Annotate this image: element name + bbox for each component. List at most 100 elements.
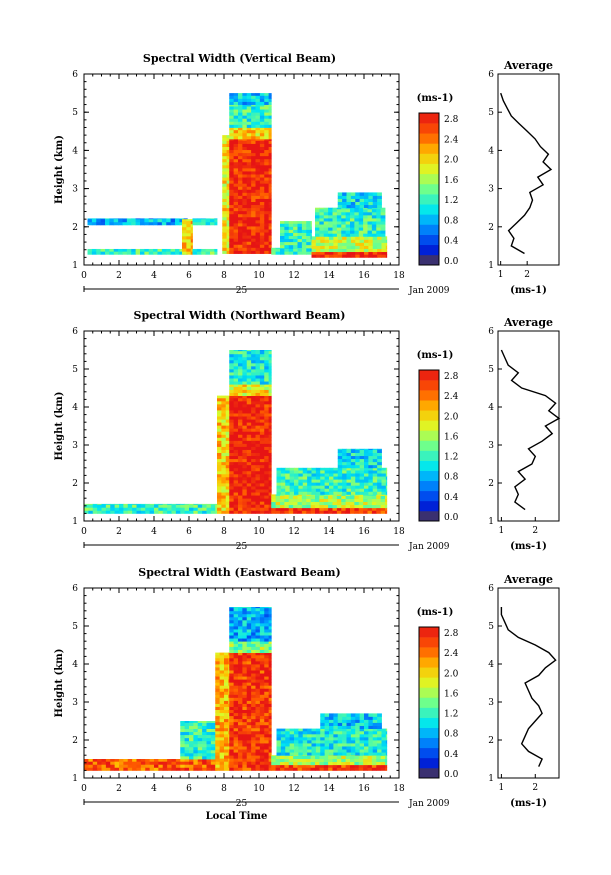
- heatmap-cell: [371, 221, 377, 225]
- heatmap-cell: [332, 207, 338, 210]
- heatmap-cell: [184, 767, 190, 771]
- heatmap-cell: [162, 510, 168, 514]
- heatmap-cell: [350, 224, 355, 228]
- heatmap-cell: [197, 743, 203, 748]
- heatmap-cell: [337, 195, 343, 199]
- heatmap-cell: [259, 755, 265, 759]
- heatmap-cell: [255, 641, 261, 644]
- heatmap-cell: [238, 510, 243, 514]
- heatmap-cell: [246, 180, 252, 184]
- heatmap-cell: [225, 455, 230, 460]
- heatmap-cell: [242, 389, 248, 393]
- heatmap-cell: [264, 483, 270, 487]
- heatmap-cell: [226, 241, 230, 245]
- heatmap-cell: [215, 740, 221, 744]
- heatmap-cell: [226, 164, 230, 169]
- heatmap-cell: [238, 226, 243, 230]
- heatmap-cell: [359, 733, 365, 738]
- heatmap-cell: [229, 106, 235, 110]
- heatmap-cell: [242, 730, 248, 735]
- heatmap-cell: [233, 479, 239, 484]
- heatmap-cell: [259, 422, 265, 426]
- heatmap-cell: [297, 498, 303, 503]
- heatmap-cell: [268, 101, 272, 105]
- heatmap-cell: [221, 492, 227, 496]
- heatmap-cell: [268, 758, 272, 762]
- heatmap-cell: [251, 135, 256, 140]
- heatmap-cell: [215, 736, 221, 741]
- heatmap-cell: [268, 222, 272, 227]
- heatmap-cell: [264, 192, 270, 196]
- heatmap-cell: [268, 718, 272, 723]
- heatmap-cell: [238, 733, 243, 738]
- heatmap-cell: [264, 632, 270, 636]
- heatmap-cell: [346, 461, 352, 466]
- heatmap-cell: [268, 498, 272, 502]
- profile-x-tick-label: 2: [532, 526, 538, 536]
- heatmap-cell: [161, 218, 167, 223]
- heatmap-cell: [229, 715, 235, 720]
- heatmap-cell: [246, 721, 252, 726]
- heatmap-cell: [242, 180, 248, 184]
- heatmap-cell: [359, 752, 365, 756]
- heatmap-cell: [217, 473, 222, 478]
- heatmap-cell: [126, 221, 132, 226]
- heatmap-cell: [332, 507, 338, 511]
- heatmap-cell: [364, 464, 369, 469]
- heatmap-cell: [302, 740, 308, 744]
- heatmap-cell: [293, 223, 298, 227]
- heatmap-cell: [119, 761, 124, 765]
- x-tick-label: 0: [81, 784, 87, 794]
- heatmap-cell: [255, 688, 261, 692]
- heatmap-cell: [210, 752, 216, 757]
- heatmap-cell: [337, 713, 343, 717]
- heatmap-cell: [377, 254, 382, 258]
- heatmap-cell: [238, 413, 243, 417]
- heatmap-cell: [158, 764, 164, 768]
- heatmap-cell: [315, 230, 320, 234]
- profile-y-tick-label: 3: [488, 441, 494, 451]
- heatmap-cell: [368, 476, 374, 480]
- heatmap-cell: [246, 362, 252, 367]
- heatmap-cell: [242, 489, 248, 493]
- heatmap-cell: [246, 635, 252, 639]
- heatmap-cell: [284, 510, 290, 514]
- heatmap-cell: [288, 498, 294, 503]
- heatmap-cell: [140, 764, 146, 768]
- heatmap-cell: [242, 109, 248, 113]
- heatmap-cell: [350, 192, 356, 196]
- heatmap-cell: [264, 641, 270, 644]
- heatmap-cell: [346, 716, 352, 720]
- heatmap-cell: [233, 440, 239, 444]
- heatmap-cell: [238, 121, 243, 125]
- heatmap-cell: [307, 746, 312, 750]
- heatmap-cell: [359, 248, 365, 253]
- heatmap-cell: [192, 218, 198, 220]
- heatmap-cell: [189, 755, 194, 760]
- heatmap-cell: [242, 112, 248, 116]
- heatmap-cell: [259, 192, 265, 196]
- heatmap-cell: [350, 504, 355, 509]
- heatmap-cell: [259, 473, 265, 478]
- heatmap-cell: [333, 479, 339, 483]
- heatmap-cell: [233, 98, 239, 102]
- heatmap-cell: [229, 238, 235, 242]
- heatmap-cell: [229, 389, 235, 393]
- heatmap-cell: [233, 403, 239, 408]
- heatmap-cell: [259, 353, 265, 358]
- heatmap-cell: [251, 356, 256, 361]
- heatmap-cell: [251, 746, 256, 750]
- heatmap-cell: [238, 458, 243, 463]
- heatmap-cell: [301, 767, 307, 771]
- heatmap-cell: [229, 657, 235, 662]
- heatmap-cell: [268, 657, 272, 662]
- heatmap-cell: [333, 485, 339, 489]
- heatmap-cell: [329, 242, 334, 246]
- heatmap-cell: [259, 470, 265, 475]
- heatmap-cell: [259, 660, 265, 665]
- heatmap-cell: [372, 192, 378, 196]
- heatmap-cell: [350, 198, 356, 202]
- heatmap-cell: [329, 740, 334, 744]
- heatmap-cell: [264, 93, 270, 96]
- heatmap-cell: [380, 507, 386, 511]
